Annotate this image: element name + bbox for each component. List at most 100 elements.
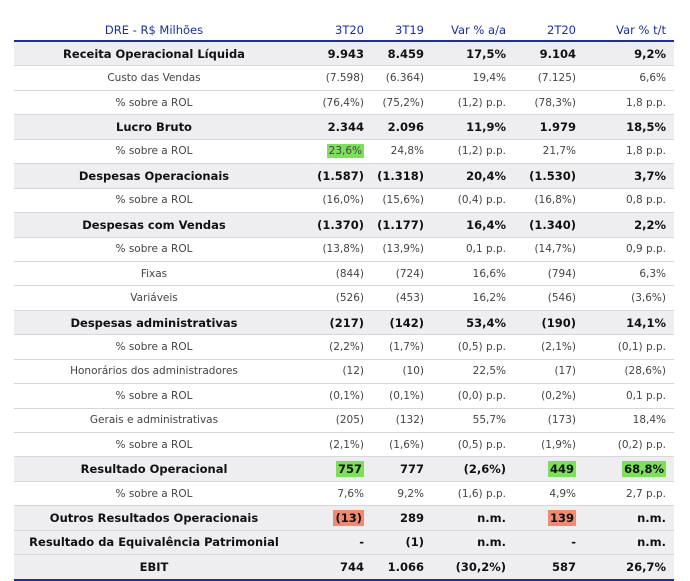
table-row: Despesas com Vendas (1.370) (1.177) 16,4% (1…: [14, 212, 674, 238]
cell-var-tt: 2,7 p.p.: [584, 481, 674, 507]
cell-var-tt: 0,8 p.p.: [584, 188, 674, 214]
highlighted-value: (13): [333, 510, 364, 527]
cell-var-tt: 26,7%: [584, 554, 674, 581]
cell-3t20: (2,1%): [294, 432, 372, 458]
table-body: Receita Operacional Líquida 9.943 8.459 17,…: [14, 41, 674, 581]
cell-2t20: (794): [514, 261, 584, 287]
cell-2t20: (190): [514, 310, 584, 336]
highlighted-value: 139: [547, 510, 576, 527]
cell-var-aa: 53,4%: [432, 310, 514, 336]
cell-3t20: (2,2%): [294, 334, 372, 360]
cell-2t20: (546): [514, 285, 584, 311]
cell-var-aa: 16,2%: [432, 285, 514, 311]
cell-var-aa: (30,2%): [432, 554, 514, 581]
cell-3t20: (13,8%): [294, 237, 372, 262]
table-row: Receita Operacional Líquida 9.943 8.459 17,…: [14, 41, 674, 67]
row-label: Lucro Bruto: [14, 114, 294, 140]
cell-var-tt: 2,2%: [584, 212, 674, 238]
cell-var-tt: 1,8 p.p.: [584, 139, 674, 165]
cell-var-tt: 9,2%: [584, 41, 674, 67]
row-label: % sobre a ROL: [14, 188, 294, 214]
header-var-tt: Var % t/t: [584, 20, 674, 42]
cell-2t20: (78,3%): [514, 90, 584, 116]
cell-2t20: (17): [514, 359, 584, 385]
cell-3t19: (142): [372, 310, 432, 336]
cell-var-tt: 0,1 p.p.: [584, 383, 674, 409]
cell-3t19: (1.177): [372, 212, 432, 238]
cell-var-aa: 16,6%: [432, 261, 514, 287]
cell-3t19: (1): [372, 530, 432, 556]
cell-3t19: (13,9%): [372, 237, 432, 262]
cell-var-tt: (0,1) p.p.: [584, 334, 674, 360]
cell-var-tt: 3,7%: [584, 163, 674, 189]
row-label: % sobre a ROL: [14, 237, 294, 262]
cell-var-tt: 6,6%: [584, 65, 674, 91]
table-row: Despesas Operacionais (1.587) (1.318) 20,4%…: [14, 163, 674, 189]
highlighted-value: 449: [547, 461, 576, 478]
cell-3t20: (13): [294, 505, 372, 531]
table-row: % sobre a ROL (16,0%) (15,6%) (0,4) p.p. (16…: [14, 188, 674, 214]
page: DRE - R$ Milhões 3T20 3T19 Var % a/a 2T2…: [14, 20, 674, 581]
cell-3t20: 9.943: [294, 41, 372, 67]
header-row: DRE - R$ Milhões 3T20 3T19 Var % a/a 2T2…: [14, 20, 674, 42]
cell-3t19: 289: [372, 505, 432, 531]
cell-2t20: (14,7%): [514, 237, 584, 262]
row-label: % sobre a ROL: [14, 334, 294, 360]
row-label: Receita Operacional Líquida: [14, 41, 294, 67]
row-label: % sobre a ROL: [14, 481, 294, 507]
cell-3t19: 9,2%: [372, 481, 432, 507]
cell-3t19: (15,6%): [372, 188, 432, 214]
cell-2t20: -: [514, 530, 584, 556]
cell-var-aa: 55,7%: [432, 408, 514, 434]
cell-3t20: (205): [294, 408, 372, 434]
cell-var-tt: n.m.: [584, 505, 674, 531]
cell-var-tt: (3,6%): [584, 285, 674, 311]
highlighted-value: 23,6%: [326, 144, 364, 159]
table-row: % sobre a ROL (2,1%) (1,6%) (0,5) p.p. (1,9%…: [14, 432, 674, 458]
cell-var-tt: 14,1%: [584, 310, 674, 336]
cell-2t20: (2,1%): [514, 334, 584, 360]
cell-2t20: 4,9%: [514, 481, 584, 507]
row-label: Fixas: [14, 261, 294, 287]
row-label: Outros Resultados Operacionais: [14, 505, 294, 531]
table-row: Honorários dos administradores (12) (10) 22…: [14, 359, 674, 385]
cell-3t19: (75,2%): [372, 90, 432, 116]
cell-3t19: 8.459: [372, 41, 432, 67]
cell-3t19: (10): [372, 359, 432, 385]
highlighted-value: 757: [335, 461, 364, 478]
cell-3t19: (0,1%): [372, 383, 432, 409]
table-row: Despesas administrativas (217) (142) 53,4%(…: [14, 310, 674, 336]
cell-var-aa: 11,9%: [432, 114, 514, 140]
cell-var-tt: n.m.: [584, 530, 674, 556]
highlighted-value: 68,8%: [622, 461, 666, 478]
header-3t19: 3T19: [372, 20, 432, 42]
row-label: Despesas administrativas: [14, 310, 294, 336]
cell-3t20: 757: [294, 456, 372, 482]
row-label: Variáveis: [14, 285, 294, 311]
cell-3t20: 7,6%: [294, 481, 372, 507]
cell-var-aa: (0,5) p.p.: [432, 334, 514, 360]
row-label: Custo das Vendas: [14, 65, 294, 91]
cell-2t20: 139: [514, 505, 584, 531]
table-row: Outros Resultados Operacionais (13) 289 n.m…: [14, 505, 674, 531]
table-row: % sobre a ROL 23,6% 24,8% (1,2) p.p. 21,7% 1,…: [14, 139, 674, 165]
cell-3t20: (1.370): [294, 212, 372, 238]
cell-2t20: (1.340): [514, 212, 584, 238]
cell-2t20: (1,9%): [514, 432, 584, 458]
cell-3t20: (7.598): [294, 65, 372, 91]
cell-var-aa: (0,4) p.p.: [432, 188, 514, 214]
cell-var-tt: 6,3%: [584, 261, 674, 287]
cell-var-aa: (0,5) p.p.: [432, 432, 514, 458]
header-var-aa: Var % a/a: [432, 20, 514, 42]
table-row: Fixas (844) (724) 16,6% (794) 6,3%: [14, 261, 674, 287]
cell-var-aa: 17,5%: [432, 41, 514, 67]
cell-3t20: 744: [294, 554, 372, 581]
cell-3t20: 2.344: [294, 114, 372, 140]
cell-3t20: -: [294, 530, 372, 556]
row-label: Gerais e administrativas: [14, 408, 294, 434]
cell-var-tt: 1,8 p.p.: [584, 90, 674, 116]
cell-2t20: (1.530): [514, 163, 584, 189]
table-row: % sobre a ROL (0,1%) (0,1%) (0,0) p.p. (0,2%…: [14, 383, 674, 409]
table-row: EBIT 744 1.066 (30,2%) 587 26,7%: [14, 554, 674, 581]
header-label: DRE - R$ Milhões: [14, 20, 294, 42]
